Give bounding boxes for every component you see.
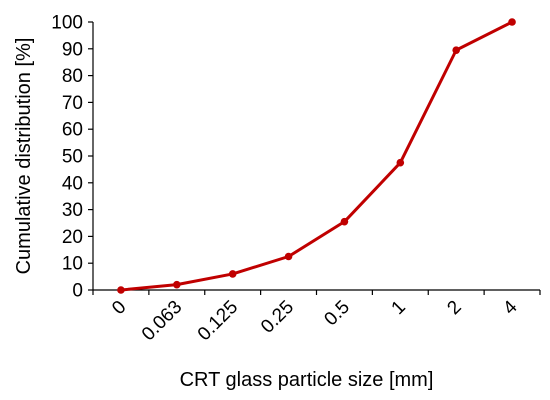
y-tick-label: 20 (62, 227, 83, 248)
y-axis-ticks: 0 10 20 30 40 50 60 70 80 90 100 (51, 13, 93, 302)
data-point (396, 158, 405, 167)
data-point (284, 252, 293, 261)
y-tick-label: 50 (62, 147, 83, 168)
data-point (340, 217, 349, 226)
x-tick-label: 0 (108, 297, 130, 319)
x-tick-label: 1 (388, 297, 410, 319)
y-tick-label: 30 (62, 200, 83, 221)
y-axis-label: Cumulative distribution [%] (13, 38, 35, 275)
x-axis-ticks: 0 0.063 0.125 0.25 0.5 1 2 4 (92, 290, 541, 345)
x-tick-label: 2 (443, 297, 465, 319)
series-line (120, 20, 513, 292)
y-tick-label: 60 (62, 120, 83, 141)
y-tick-label: 100 (51, 13, 83, 34)
data-point (228, 270, 237, 278)
x-tick-label: 0.5 (320, 297, 354, 331)
x-axis-label: CRT glass particle size [mm] (180, 369, 434, 391)
series-layer (117, 18, 516, 294)
data-point (173, 280, 181, 289)
y-tick-label: 10 (62, 254, 83, 275)
y-tick-label: 40 (62, 173, 83, 194)
y-tick-label: 0 (72, 281, 83, 302)
data-point (452, 46, 460, 54)
x-tick-label: 0.25 (257, 297, 298, 338)
x-tick-label: 0.125 (194, 297, 242, 345)
data-point (508, 18, 516, 26)
y-tick-label: 90 (62, 39, 83, 60)
y-tick-label: 70 (62, 93, 83, 114)
data-point (117, 286, 125, 294)
x-tick-label: 4 (499, 296, 522, 319)
x-tick-label: 0.063 (138, 297, 186, 345)
y-tick-label: 80 (62, 66, 83, 87)
